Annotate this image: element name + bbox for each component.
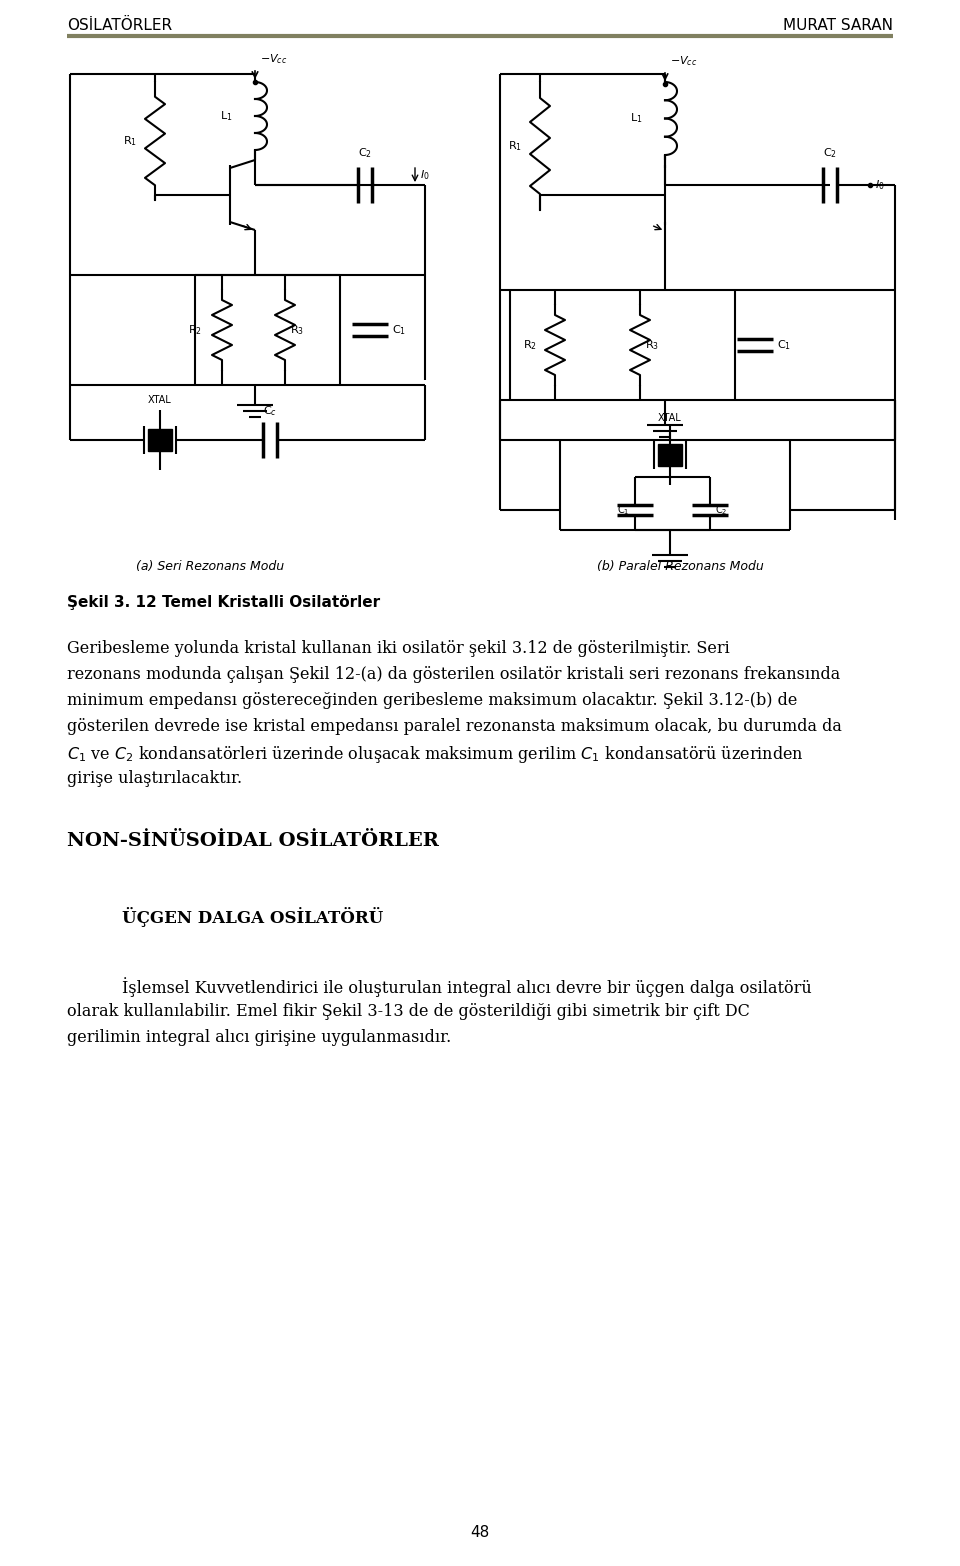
Text: $I_0$: $I_0$	[420, 168, 430, 182]
Text: R$_1$: R$_1$	[123, 135, 137, 147]
Text: C$_1$: C$_1$	[617, 503, 630, 517]
Text: XTAL: XTAL	[659, 413, 682, 423]
Text: 48: 48	[470, 1525, 490, 1539]
Text: $I_0$: $I_0$	[875, 179, 885, 193]
Text: gösterilen devrede ise kristal empedansı paralel rezonansta maksimum olacak, bu : gösterilen devrede ise kristal empedansı…	[67, 717, 842, 734]
Text: C$_1$: C$_1$	[392, 323, 406, 337]
Text: Şekil 3. 12 Temel Kristalli Osilatörler: Şekil 3. 12 Temel Kristalli Osilatörler	[67, 595, 380, 611]
Text: L$_1$: L$_1$	[221, 110, 233, 122]
Text: $-V_{cc}$: $-V_{cc}$	[260, 52, 287, 66]
Text: OSİLATÖRLER: OSİLATÖRLER	[67, 17, 172, 33]
Bar	[148, 429, 172, 451]
Text: R$_3$: R$_3$	[290, 323, 304, 337]
Text: $C_1$ ve $C_2$ kondansatörleri üzerinde oluşacak maksimum gerilim $C_1$ kondansa: $C_1$ ve $C_2$ kondansatörleri üzerinde …	[67, 744, 804, 766]
Text: girişe ulaştırılacaktır.: girişe ulaştırılacaktır.	[67, 770, 242, 788]
Text: R$_2$: R$_2$	[523, 338, 537, 352]
Text: Geribesleme yolunda kristal kullanan iki osilatör şekil 3.12 de gösterilmiştir. : Geribesleme yolunda kristal kullanan iki…	[67, 640, 730, 658]
Text: rezonans modunda çalışan Şekil 12-(a) da gösterilen osilatör kristali seri rezon: rezonans modunda çalışan Şekil 12-(a) da…	[67, 666, 840, 683]
Text: $-V_{cc}$: $-V_{cc}$	[670, 55, 697, 67]
Text: (b) Paralel Rezonans Modu: (b) Paralel Rezonans Modu	[596, 561, 763, 573]
Text: XTAL: XTAL	[148, 395, 172, 406]
Text: C$_2$: C$_2$	[358, 146, 372, 160]
Bar	[658, 445, 682, 467]
Text: (a) Seri Rezonans Modu: (a) Seri Rezonans Modu	[136, 561, 284, 573]
Text: R$_3$: R$_3$	[645, 338, 660, 352]
Text: minimum empedansı göstereceğinden geribesleme maksimum olacaktır. Şekil 3.12-(b): minimum empedansı göstereceğinden geribe…	[67, 692, 798, 709]
Text: C$_2$: C$_2$	[715, 503, 728, 517]
Text: olarak kullanılabilir. Emel fikir Şekil 3-13 de de gösterildiği gibi simetrik bi: olarak kullanılabilir. Emel fikir Şekil …	[67, 1002, 750, 1019]
Text: C$_2$: C$_2$	[823, 146, 837, 160]
Text: ÜÇGEN DALGA OSİLATÖRÜ: ÜÇGEN DALGA OSİLATÖRÜ	[122, 907, 383, 927]
Text: L$_1$: L$_1$	[631, 111, 643, 125]
Text: C$_c$: C$_c$	[263, 404, 277, 418]
Text: gerilimin integral alıcı girişine uygulanmasıdır.: gerilimin integral alıcı girişine uygula…	[67, 1029, 451, 1046]
Text: NON-SİNÜSOİDAL OSİLATÖRLER: NON-SİNÜSOİDAL OSİLATÖRLER	[67, 832, 439, 850]
Text: MURAT SARAN: MURAT SARAN	[783, 17, 893, 33]
Text: İşlemsel Kuvvetlendirici ile oluşturulan integral alıcı devre bir üçgen dalga os: İşlemsel Kuvvetlendirici ile oluşturulan…	[122, 977, 812, 998]
Text: R$_2$: R$_2$	[188, 323, 202, 337]
Text: C$_1$: C$_1$	[777, 338, 791, 352]
Text: R$_1$: R$_1$	[508, 139, 522, 153]
